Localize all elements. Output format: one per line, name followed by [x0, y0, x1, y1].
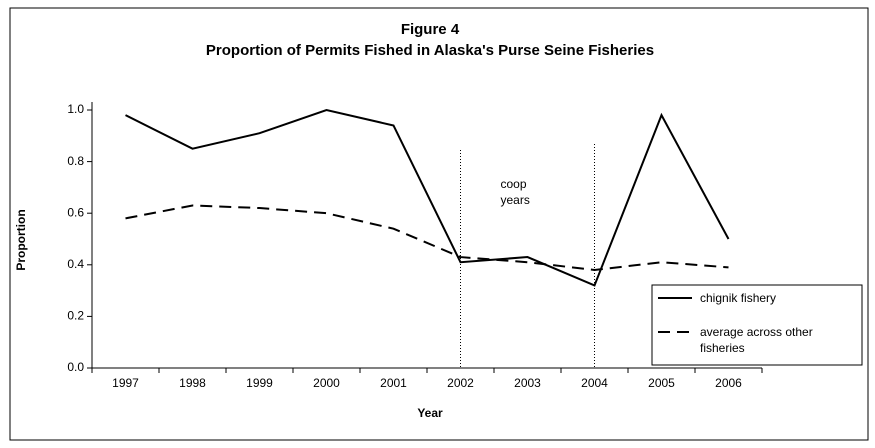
- x-tick-label: 2003: [514, 376, 541, 390]
- y-tick-label: 0.2: [67, 309, 84, 323]
- series-line: [125, 108, 730, 287]
- y-tick-label: 0.0: [67, 360, 84, 374]
- x-tick-label: 2006: [715, 376, 742, 390]
- x-axis-label: Year: [417, 406, 443, 420]
- y-tick-label: 1.0: [67, 102, 84, 116]
- y-tick-label: 0.8: [67, 154, 84, 168]
- x-tick-label: 2001: [380, 376, 407, 390]
- x-tick-label: 1998: [179, 376, 206, 390]
- x-tick-label: 2004: [581, 376, 608, 390]
- legend-label: average across other fisheries: [700, 325, 813, 355]
- annotation: coop years: [500, 177, 530, 207]
- x-tick-label: 2000: [313, 376, 340, 390]
- chart-title: Figure 4: [401, 21, 460, 38]
- x-tick-label: 2005: [648, 376, 675, 390]
- y-axis-label: Proportion: [14, 209, 28, 270]
- x-tick-label: 1997: [112, 376, 139, 390]
- y-tick-label: 0.4: [67, 257, 84, 271]
- x-tick-label: 2002: [447, 376, 474, 390]
- y-tick-label: 0.6: [67, 205, 84, 219]
- legend-label: chignik fishery: [700, 291, 777, 305]
- series-line: [125, 204, 729, 271]
- x-tick-label: 1999: [246, 376, 273, 390]
- chart-subtitle: Proportion of Permits Fished in Alaska's…: [206, 42, 654, 59]
